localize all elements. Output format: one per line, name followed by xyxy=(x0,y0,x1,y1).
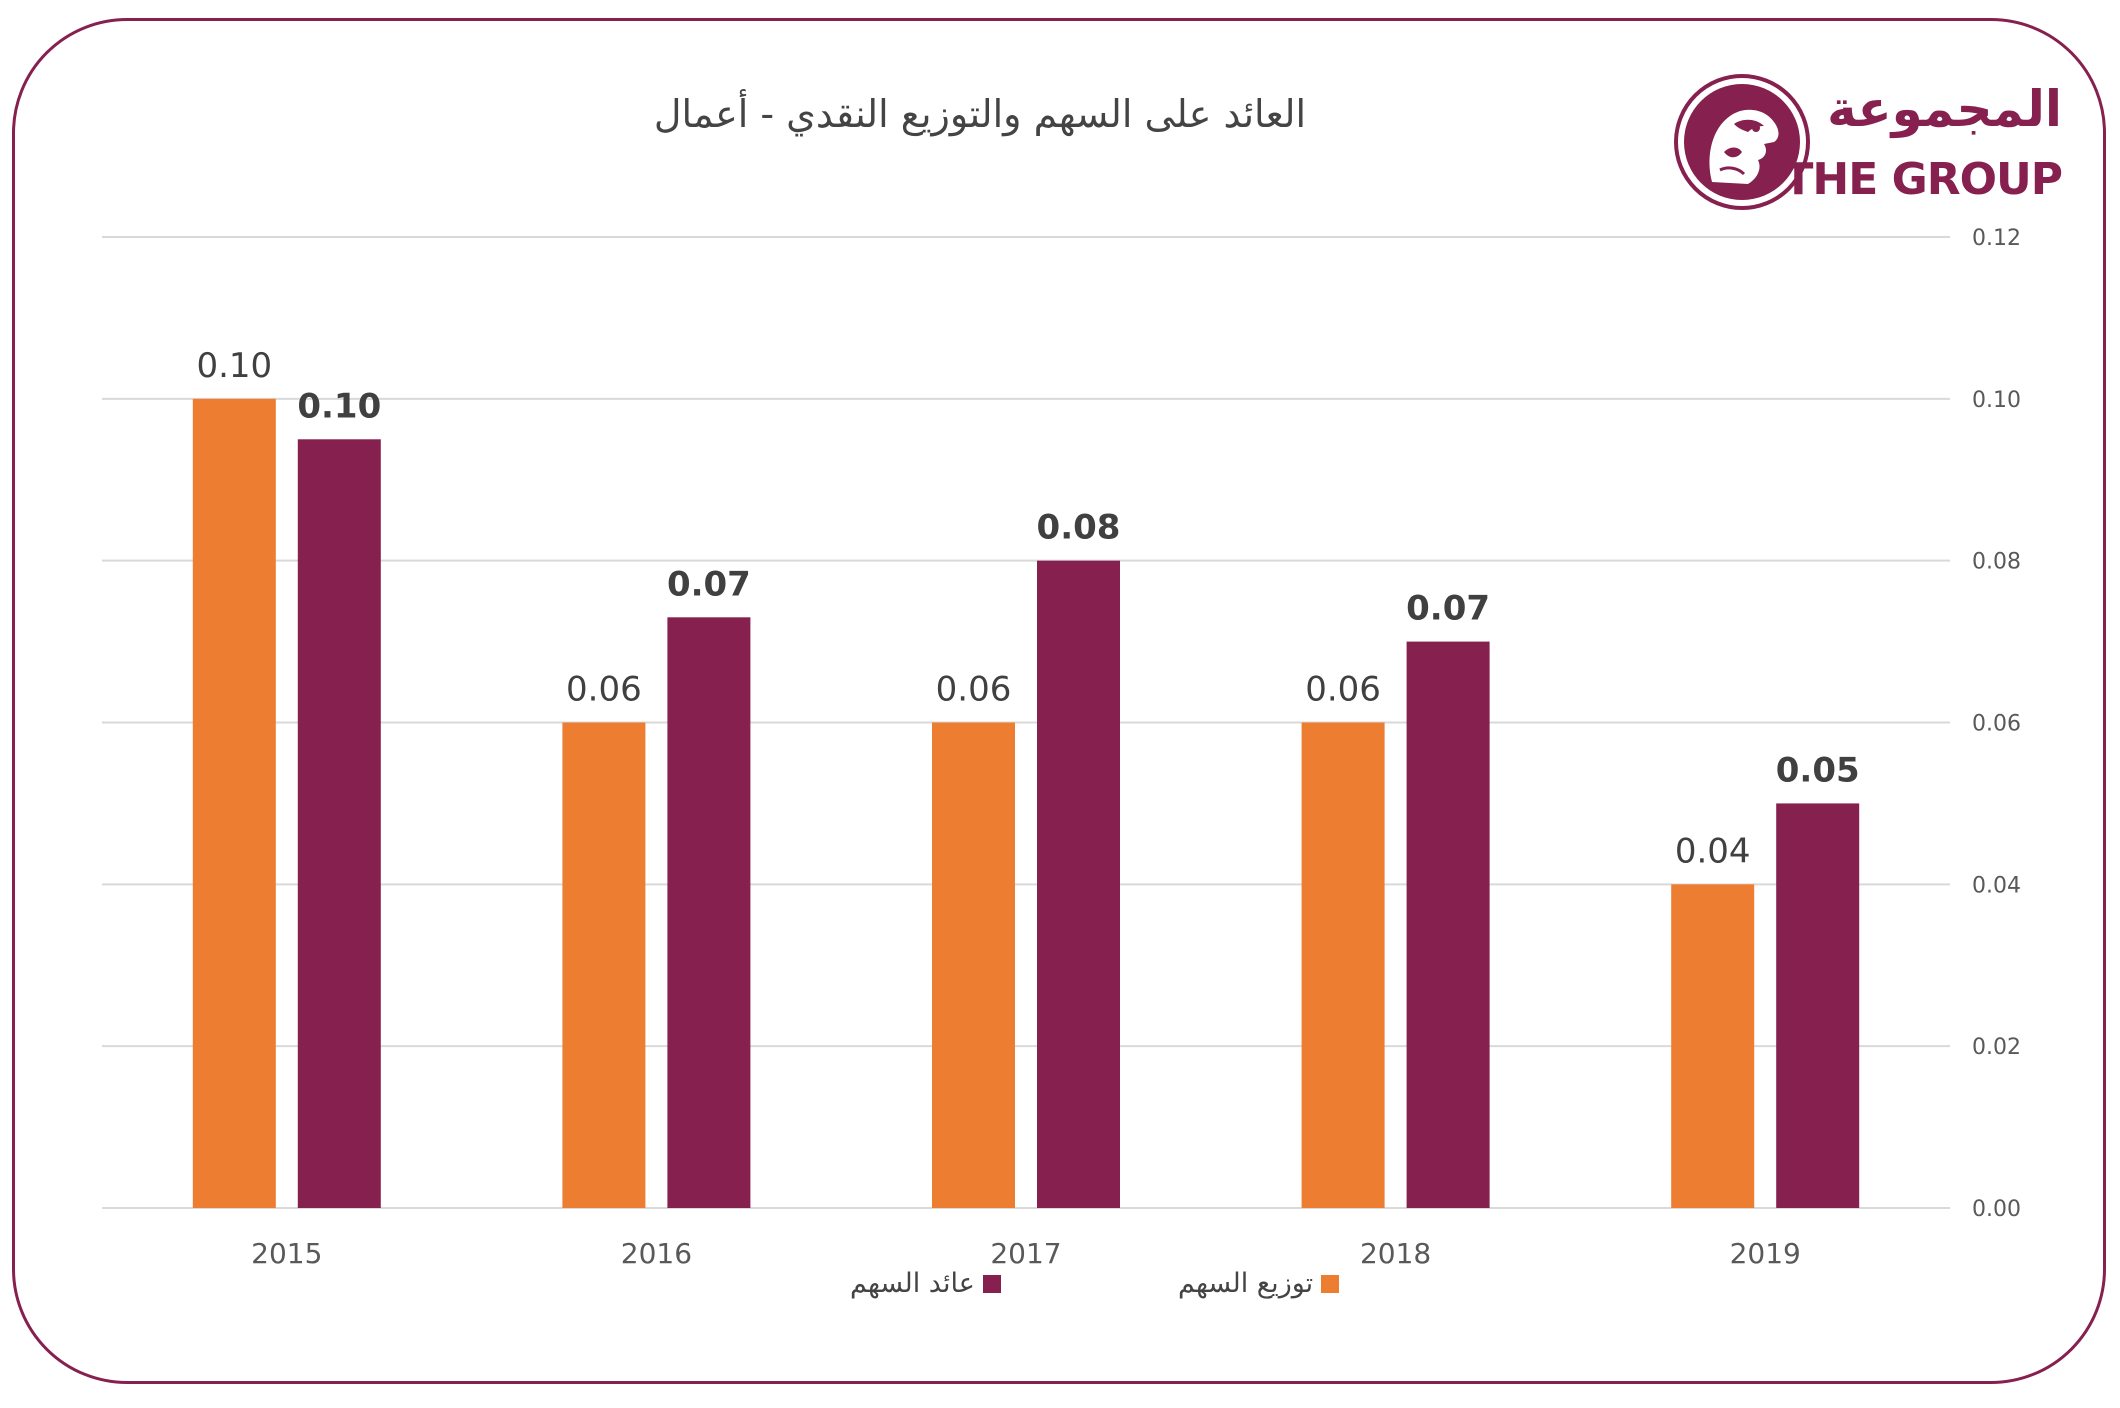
logo-arabic-text: المجموعة xyxy=(1827,80,2062,138)
bar-1-0 xyxy=(297,439,381,1209)
bar-1-1 xyxy=(667,617,751,1208)
x-tick-label: 2018 xyxy=(1360,1237,1431,1270)
legend-item-orange: توزيع السهم xyxy=(1178,1268,1340,1299)
y-tick-label: 0.06 xyxy=(1972,712,2021,737)
bars xyxy=(192,398,1860,1209)
falcon-emblem-icon xyxy=(1674,74,1810,210)
legend-item-purple: عائد السهم xyxy=(850,1268,1001,1299)
x-tick-label: 2017 xyxy=(990,1237,1061,1270)
legend-label-purple: عائد السهم xyxy=(850,1268,975,1299)
company-logo: المجموعة THE GROUP xyxy=(1672,72,2063,212)
bar-1-4 xyxy=(1776,803,1860,1208)
y-tick-label: 0.02 xyxy=(1972,1035,2021,1060)
bar-0-3 xyxy=(1301,722,1385,1208)
bar-1-2 xyxy=(1037,560,1120,1208)
x-tick-label: 2015 xyxy=(251,1237,322,1270)
legend: توزيع السهم عائد السهم xyxy=(0,1268,2120,1308)
bar-label-0-4: 0.04 xyxy=(1675,831,1751,871)
bar-1-3 xyxy=(1406,641,1490,1208)
bar-0-0 xyxy=(192,398,276,1208)
logo-english-text: THE GROUP xyxy=(1783,154,2063,205)
bar-label-1-1: 0.07 xyxy=(667,564,751,604)
slide-frame xyxy=(12,18,2106,1384)
y-tick-label: 0.12 xyxy=(1972,226,2021,251)
legend-swatch-purple xyxy=(982,1274,1001,1293)
bar-labels: 0.10 0.10 0.06 0.07 0.06 0.08 0.06 0.07 0.04 0.05 xyxy=(196,346,1860,871)
bar-label-1-4: 0.05 xyxy=(1776,750,1860,790)
bar-label-0-3: 0.06 xyxy=(1305,670,1381,710)
x-axis-ticks: 2015 2016 2017 2018 2019 xyxy=(251,1237,1801,1270)
chart-title: العائد على السهم والتوزيع النقدي - أعمال xyxy=(653,92,1307,136)
y-axis-ticks: 0.00 0.02 0.04 0.06 0.08 0.10 0.12 xyxy=(1972,226,2021,1222)
x-tick-label: 2016 xyxy=(621,1237,692,1270)
y-tick-label: 0.08 xyxy=(1972,550,2021,575)
legend-swatch-orange xyxy=(1321,1274,1340,1293)
bar-0-1 xyxy=(562,722,646,1208)
bar-label-0-0: 0.10 xyxy=(196,346,272,386)
y-tick-label: 0.00 xyxy=(1972,1197,2021,1222)
bar-label-1-2: 0.08 xyxy=(1037,508,1121,548)
bar-label-1-3: 0.07 xyxy=(1406,589,1490,629)
x-tick-label: 2019 xyxy=(1730,1237,1801,1270)
y-tick-label: 0.10 xyxy=(1972,388,2021,413)
gridlines xyxy=(102,236,1950,1209)
legend-label-orange: توزيع السهم xyxy=(1178,1268,1314,1299)
bar-label-1-0: 0.10 xyxy=(297,386,381,426)
bar-label-0-1: 0.06 xyxy=(566,670,642,710)
bar-label-0-2: 0.06 xyxy=(936,670,1012,710)
y-tick-label: 0.04 xyxy=(1972,873,2021,898)
bar-0-4 xyxy=(1671,884,1755,1208)
bar-0-2 xyxy=(932,722,1015,1208)
